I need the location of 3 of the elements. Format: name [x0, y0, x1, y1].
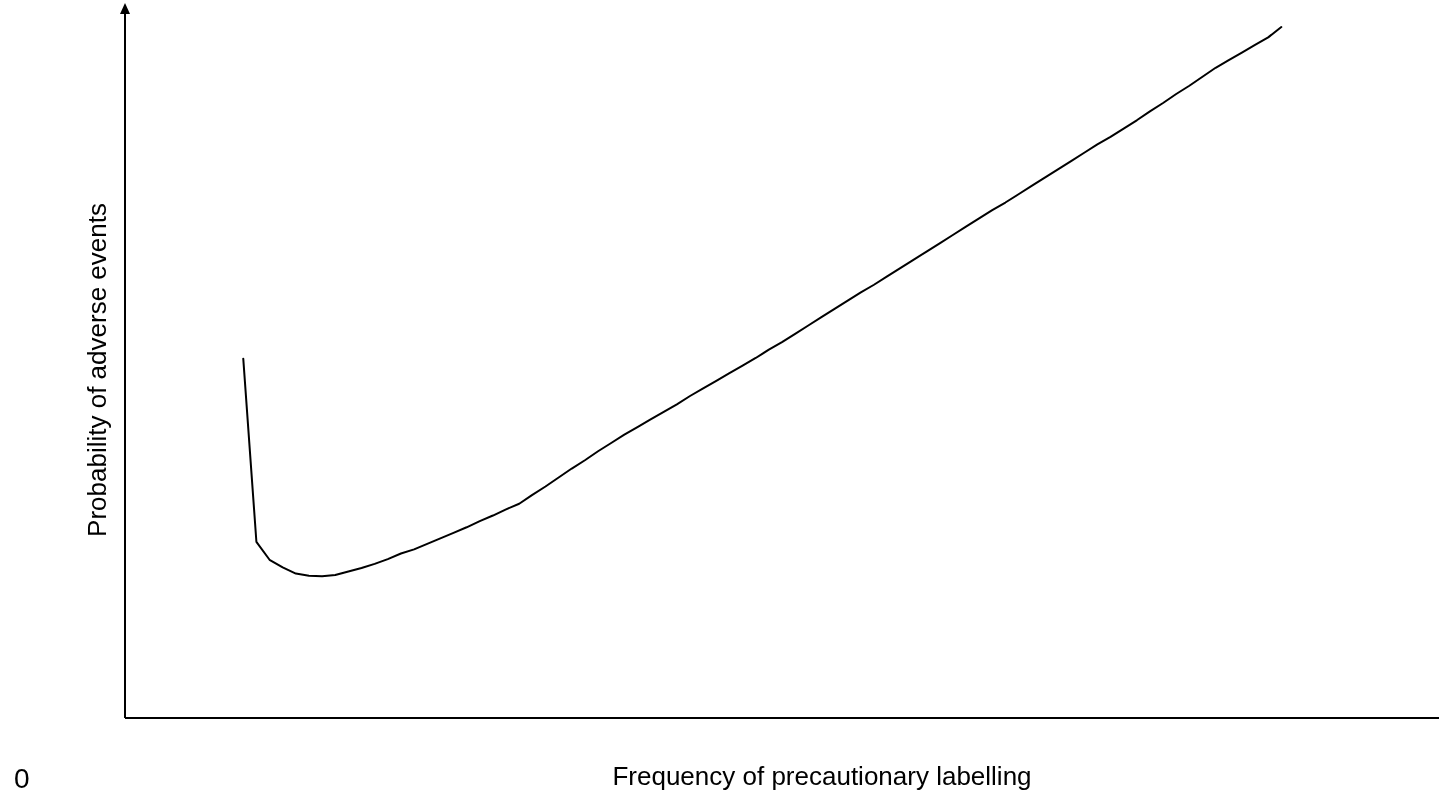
x-axis-title: Frequency of precautionary labelling	[612, 761, 1032, 791]
text: 0	[14, 763, 30, 794]
y-axis-title: Probability of adverse events	[82, 203, 112, 537]
